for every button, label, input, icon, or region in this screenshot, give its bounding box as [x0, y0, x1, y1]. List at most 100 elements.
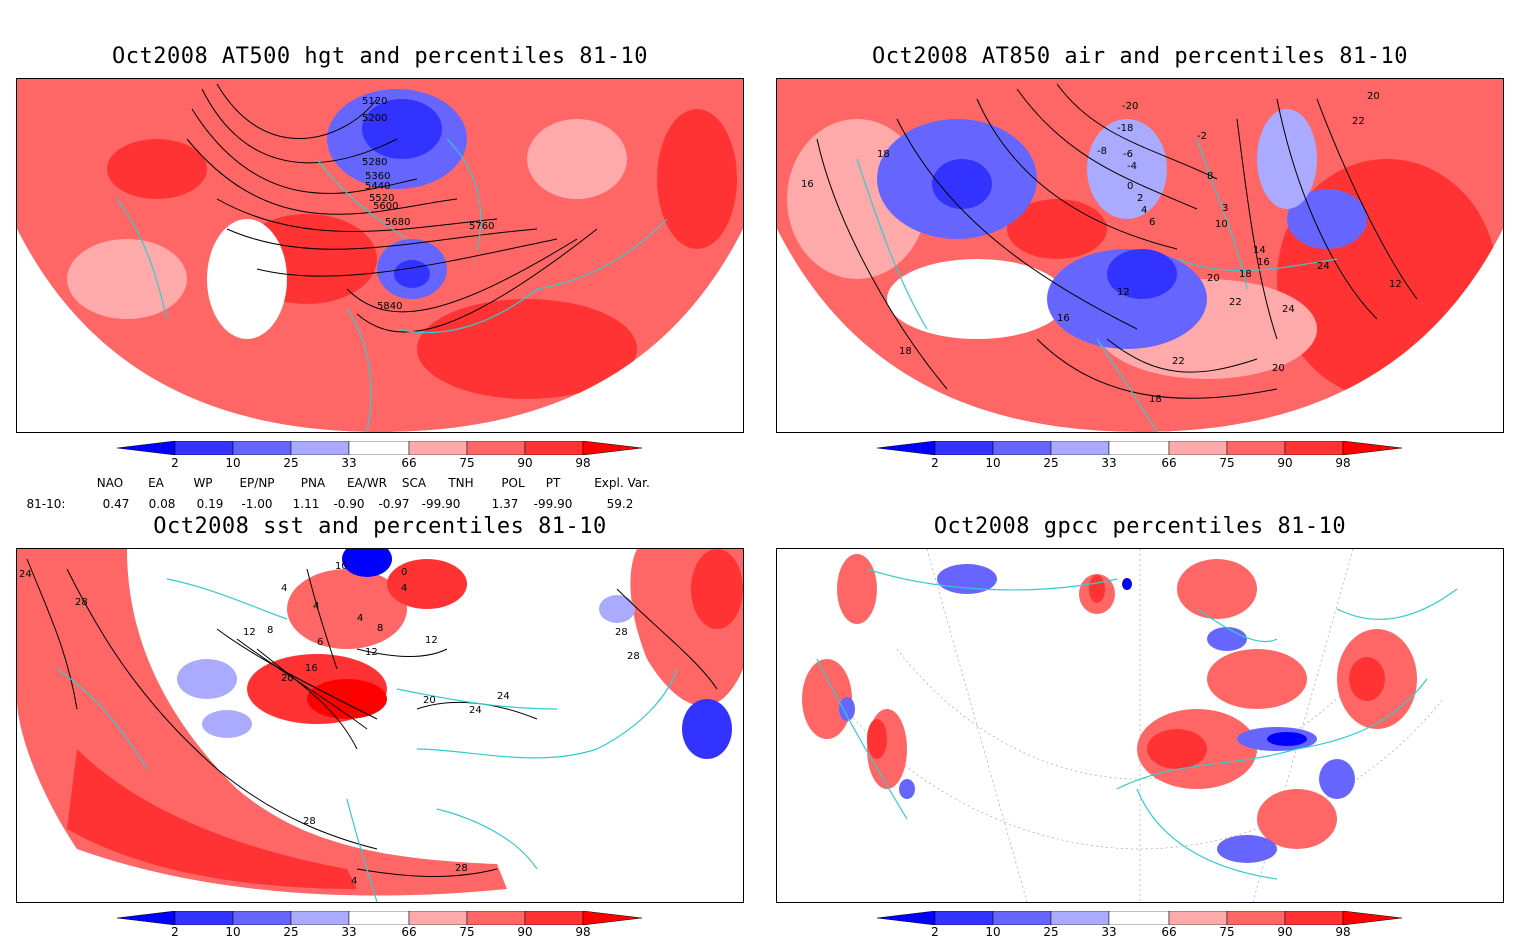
- colorbar-label: 66: [401, 925, 417, 939]
- contour-label: 28: [455, 863, 468, 874]
- contour-label: -2: [1197, 131, 1207, 142]
- contour-label: 24: [497, 691, 510, 702]
- contour-label: 20: [281, 673, 294, 684]
- index-header: Expl. Var.: [594, 476, 650, 490]
- contour-label: 22: [1229, 297, 1242, 308]
- contour-label: 18: [899, 346, 912, 357]
- index-value: 59.2: [606, 497, 634, 511]
- contour-label: 5520: [369, 193, 394, 204]
- index-value: 0.19: [196, 497, 224, 511]
- colorbar-label: 66: [401, 456, 417, 470]
- contour-label: 20: [1207, 273, 1220, 284]
- contour-label: 5440: [365, 181, 390, 192]
- contour-label: 5280: [362, 157, 387, 168]
- colorbar-label: 66: [1161, 456, 1177, 470]
- colorbar-label: 98: [1335, 456, 1351, 470]
- contour-label: 16: [1257, 257, 1270, 268]
- contour-label: 4: [313, 601, 319, 612]
- colorbar-air850: 2 10 25 33 66 75 90 98: [876, 440, 1403, 470]
- index-header: EA/WR: [346, 476, 388, 490]
- contour-label: 16: [1057, 313, 1070, 324]
- colorbar-hgt500: 2 10 25 33 66 75 90 98: [116, 440, 643, 470]
- contour-label: 4: [281, 583, 287, 594]
- colorbar-label: 2: [171, 925, 179, 939]
- contour-label: -20: [1122, 101, 1138, 112]
- index-value: -99.90: [421, 497, 461, 511]
- colorbar-label: 33: [1101, 456, 1117, 470]
- contour-label: 8: [377, 623, 383, 634]
- colorbar-label: 10: [225, 925, 241, 939]
- colorbar-label: 25: [1043, 456, 1059, 470]
- indices-header-row: NAO EA WP EP/NP PNA EA/WR SCA TNH POL PT…: [0, 476, 760, 492]
- contour-label: 4: [1141, 205, 1147, 216]
- contour-label: 12: [365, 647, 378, 658]
- contour-label: 22: [1172, 356, 1185, 367]
- index-value: -0.97: [378, 497, 410, 511]
- contour-label: 28: [75, 597, 88, 608]
- contour-label: 5760: [469, 221, 494, 232]
- contour-label: 18: [1149, 394, 1162, 405]
- index-row-label: 81-10:: [26, 497, 66, 511]
- contour-label: 5840: [377, 301, 402, 312]
- colorbar-label: 90: [517, 456, 533, 470]
- contour-label: 12: [425, 635, 438, 646]
- contour-label: 18: [877, 149, 890, 160]
- contour-label: 14: [1253, 245, 1266, 256]
- contour-label: 20: [1272, 363, 1285, 374]
- colorbar-label: 2: [931, 925, 939, 939]
- contour-label: 20: [1367, 91, 1380, 102]
- colorbar-label: 10: [985, 456, 1001, 470]
- contour-label: 5680: [385, 217, 410, 228]
- contour-label: -4: [1127, 161, 1137, 172]
- index-header: POL: [501, 476, 525, 490]
- contour-label: -8: [1097, 146, 1107, 157]
- contour-label: 16: [305, 663, 318, 674]
- contour-label: 5200: [362, 113, 387, 124]
- contour-label: 16: [801, 179, 814, 190]
- map-air850: 20 22 18 16 -20 -18 -8 -6 -4 -2 0 2 4 6 …: [776, 78, 1504, 433]
- index-value: 1.11: [292, 497, 320, 511]
- map-sst: 24 28 10 4 4 8 0 4 4 8 12 12 16 20 24 20…: [16, 548, 744, 903]
- index-value: -0.90: [333, 497, 365, 511]
- colorbar-label: 75: [459, 456, 475, 470]
- index-value: -1.00: [241, 497, 273, 511]
- contour-label: 24: [19, 569, 32, 580]
- contour-label: 6: [1149, 217, 1155, 228]
- index-header: SCA: [401, 476, 427, 490]
- colorbar-label: 75: [459, 925, 475, 939]
- sst-contour-labels: 24 28 10 4 4 8 0 4 4 8 12 12 16 20 24 20…: [19, 561, 640, 887]
- map-gpcc: [776, 548, 1504, 903]
- index-header: NAO: [96, 476, 124, 490]
- hgt500-contour-labels: 5120 5200 5280 5360 5440 5520 5600 5680 …: [362, 96, 494, 312]
- index-header: WP: [193, 476, 213, 490]
- index-value: -99.90: [533, 497, 573, 511]
- colorbar-label: 25: [283, 925, 299, 939]
- contour-label: 4: [401, 583, 407, 594]
- contour-label: 3: [1222, 203, 1228, 214]
- index-header: PNA: [300, 476, 326, 490]
- contour-label: 10: [335, 561, 348, 572]
- contour-label: 8: [1207, 171, 1213, 182]
- contour-label: 4: [357, 613, 363, 624]
- colorbar-label: 66: [1161, 925, 1177, 939]
- index-value: 0.08: [148, 497, 176, 511]
- contour-label: 28: [303, 816, 316, 827]
- colorbar-sst: 2 10 25 33 66 75 90 98: [116, 910, 643, 940]
- contour-label: 12: [1389, 279, 1402, 290]
- contour-label: 0: [401, 567, 407, 578]
- contour-label: 5120: [362, 96, 387, 107]
- contour-label: 28: [627, 651, 640, 662]
- colorbar-label: 10: [225, 456, 241, 470]
- colorbar-label: 25: [283, 456, 299, 470]
- contour-label: 20: [423, 695, 436, 706]
- colorbar-label: 98: [575, 925, 591, 939]
- contour-label: -18: [1117, 123, 1133, 134]
- contour-label: 12: [1117, 287, 1130, 298]
- panel-title-hgt500: Oct2008 AT500 hgt and percentiles 81-10: [111, 44, 649, 69]
- colorbar-gpcc: 2 10 25 33 66 75 90 98: [876, 910, 1403, 940]
- index-header: EA: [148, 476, 164, 490]
- colorbar-label: 98: [1335, 925, 1351, 939]
- colorbar-label: 75: [1219, 925, 1235, 939]
- colorbar-label: 25: [1043, 925, 1059, 939]
- map-hgt500: 5120 5200 5280 5360 5440 5520 5600 5680 …: [16, 78, 744, 433]
